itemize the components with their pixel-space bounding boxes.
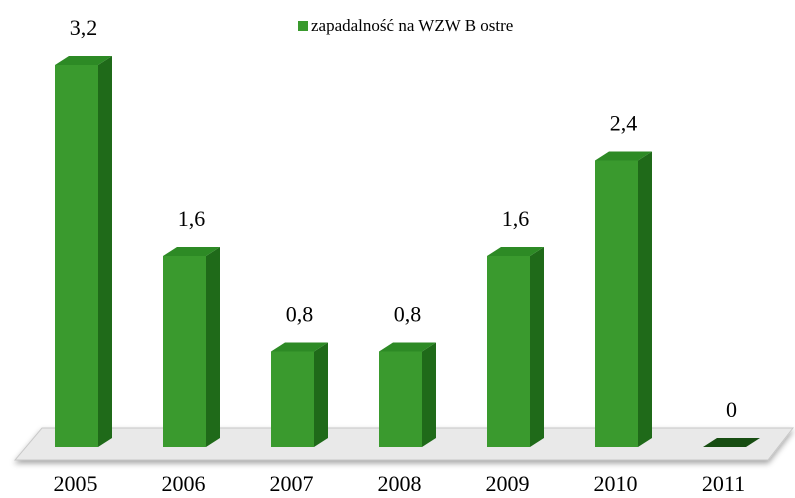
bar-top bbox=[379, 342, 436, 352]
bar-side bbox=[422, 342, 436, 447]
bar bbox=[271, 351, 314, 447]
value-label: 0,8 bbox=[394, 302, 422, 327]
value-label: 0,8 bbox=[286, 302, 314, 327]
bar-top bbox=[487, 247, 544, 256]
x-tick-label: 2005 bbox=[54, 471, 98, 496]
bar bbox=[487, 256, 530, 447]
value-label: 0 bbox=[726, 397, 737, 422]
bar-side bbox=[98, 56, 112, 447]
x-tick-label: 2008 bbox=[378, 471, 422, 496]
x-tick-label: 2006 bbox=[162, 471, 206, 496]
bar-side bbox=[638, 151, 652, 447]
x-tick-label: 2011 bbox=[702, 471, 745, 496]
value-label: 3,2 bbox=[70, 15, 98, 40]
bar bbox=[55, 65, 98, 447]
x-tick-label: 2007 bbox=[270, 471, 314, 496]
bar-side bbox=[530, 247, 544, 447]
value-label: 2,4 bbox=[610, 111, 638, 136]
x-tick-label: 2009 bbox=[486, 471, 530, 496]
bar-side bbox=[314, 342, 328, 447]
legend-label: zapadalność na WZW B ostre bbox=[311, 16, 513, 35]
x-tick-label: 2010 bbox=[594, 471, 638, 496]
bar-top bbox=[271, 342, 328, 352]
value-label: 1,6 bbox=[178, 206, 206, 231]
bar bbox=[163, 256, 206, 447]
bar-top bbox=[595, 151, 652, 161]
bar-top bbox=[703, 438, 760, 447]
bar-top bbox=[163, 247, 220, 256]
bar bbox=[595, 160, 638, 447]
bar bbox=[379, 351, 422, 447]
bar-side bbox=[206, 247, 220, 447]
value-label: 1,6 bbox=[502, 206, 530, 231]
legend-swatch bbox=[298, 21, 308, 31]
bar-top bbox=[55, 56, 112, 65]
